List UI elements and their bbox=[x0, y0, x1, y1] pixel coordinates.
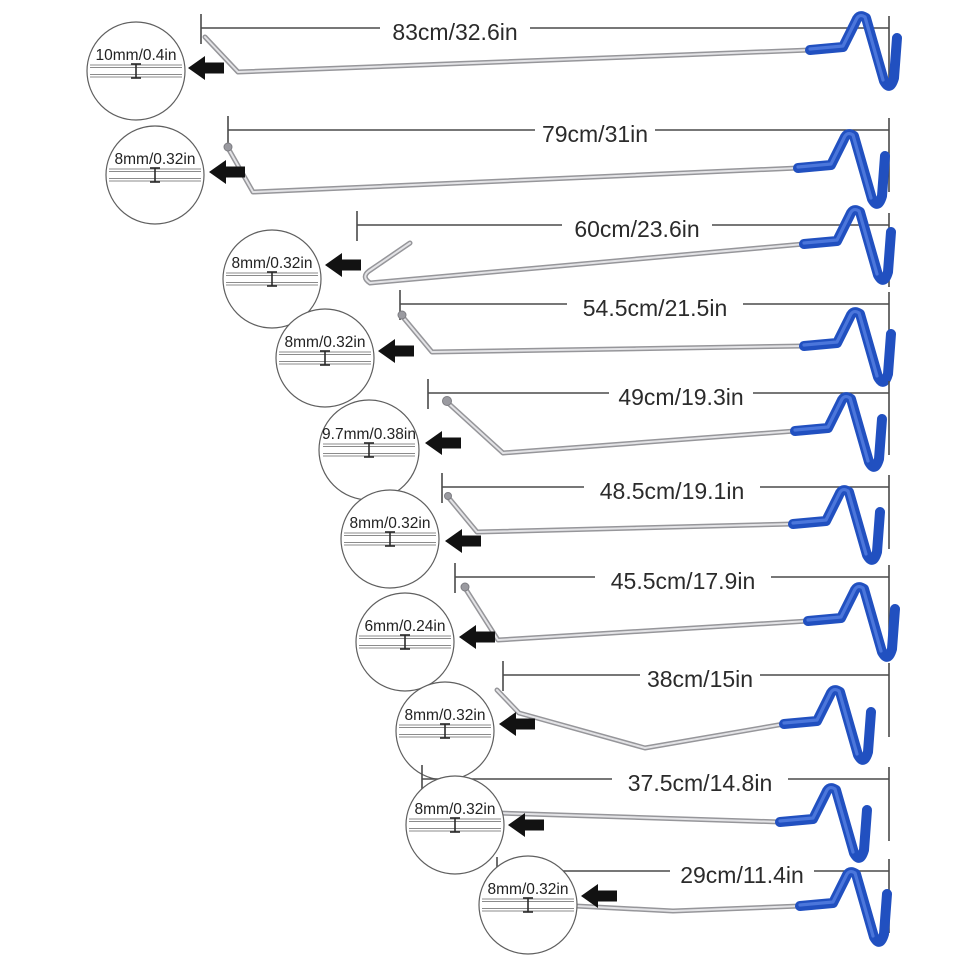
rod-row: 8mm/0.32in 54.5cm/21.5in bbox=[275, 290, 891, 408]
diameter-label: 8mm/0.32in bbox=[415, 801, 496, 818]
diameter-label: 10mm/0.4in bbox=[96, 47, 177, 64]
left-arrow-icon bbox=[425, 431, 461, 455]
length-label-bg bbox=[535, 121, 655, 147]
rod-tip-ball bbox=[442, 396, 452, 406]
length-label: 54.5cm/21.5in bbox=[583, 295, 727, 321]
rod-row: 10mm/0.4in 83cm/32.6in bbox=[86, 14, 897, 121]
diameter-label: 6mm/0.24in bbox=[365, 618, 446, 635]
diameter-label: 8mm/0.32in bbox=[405, 707, 486, 724]
rod-tip-ball bbox=[223, 142, 233, 152]
length-label-bg bbox=[612, 770, 788, 796]
rod-handle bbox=[808, 587, 895, 657]
rod-shaft-highlight bbox=[401, 315, 805, 353]
rod-row: 6mm/0.24in 45.5cm/17.9in bbox=[355, 563, 895, 692]
rod-tip-ball bbox=[397, 310, 407, 320]
rod-shaft-highlight bbox=[446, 401, 796, 454]
diameter-label: 8mm/0.32in bbox=[285, 334, 366, 351]
rod-shaft-highlight bbox=[204, 36, 811, 73]
length-label: 49cm/19.3in bbox=[618, 384, 743, 410]
length-label: 48.5cm/19.1in bbox=[600, 478, 744, 504]
length-label: 60cm/23.6in bbox=[574, 216, 699, 242]
length-label-bg bbox=[567, 295, 743, 321]
rod-row: 8mm/0.32in 38cm/15in bbox=[395, 661, 890, 781]
length-label: 79cm/31in bbox=[542, 121, 648, 147]
rod-tip-ball bbox=[444, 492, 452, 500]
diameter-label: 9.7mm/0.38in bbox=[322, 426, 416, 443]
diameter-label: 8mm/0.32in bbox=[115, 151, 196, 168]
rod-handle bbox=[784, 690, 871, 760]
rod-handle bbox=[795, 397, 882, 467]
rod-row: 8mm/0.32in 48.5cm/19.1in bbox=[340, 473, 890, 589]
length-label-bg bbox=[584, 478, 760, 504]
length-label-bg bbox=[380, 19, 530, 45]
rod-row: 9.7mm/0.38in 49cm/19.3in bbox=[318, 379, 890, 501]
rod-shaft-highlight bbox=[496, 689, 785, 749]
diameter-label: 8mm/0.32in bbox=[488, 881, 569, 898]
length-label-bg bbox=[670, 862, 814, 888]
rod-row: 8mm/0.32in 79cm/31in bbox=[105, 116, 889, 225]
rod-row: 8mm/0.32in 29cm/11.4in bbox=[478, 855, 889, 955]
left-arrow-icon bbox=[325, 253, 361, 277]
length-label: 83cm/32.6in bbox=[392, 19, 517, 45]
rod-shaft-highlight bbox=[227, 147, 799, 193]
rod-handle bbox=[780, 788, 867, 858]
diameter-label: 8mm/0.32in bbox=[232, 255, 313, 272]
rod-row: 8mm/0.32in 37.5cm/14.8in bbox=[405, 765, 890, 875]
rod-handle bbox=[810, 16, 897, 86]
diameter-label: 8mm/0.32in bbox=[350, 515, 431, 532]
rod-shaft-highlight bbox=[447, 496, 794, 533]
length-label: 45.5cm/17.9in bbox=[611, 568, 755, 594]
rod-handle bbox=[804, 210, 891, 280]
rod-shaft bbox=[225, 145, 801, 195]
rod-shaft-highlight bbox=[364, 242, 805, 284]
rod-row: 8mm/0.32in 60cm/23.6in bbox=[222, 210, 891, 329]
rod-tip-ball bbox=[460, 582, 470, 592]
length-label: 38cm/15in bbox=[647, 666, 753, 692]
rod-shaft-highlight bbox=[464, 587, 809, 641]
length-label: 37.5cm/14.8in bbox=[628, 770, 772, 796]
rod-handle bbox=[804, 312, 891, 382]
rod-handle bbox=[798, 134, 885, 204]
length-label-bg bbox=[595, 568, 771, 594]
left-arrow-icon bbox=[378, 339, 414, 363]
length-label-bg bbox=[562, 216, 712, 242]
length-label: 29cm/11.4in bbox=[680, 862, 804, 888]
left-arrow-icon bbox=[188, 56, 224, 80]
length-label-bg bbox=[640, 666, 760, 692]
length-label-bg bbox=[609, 384, 753, 410]
rod-handle bbox=[793, 490, 880, 560]
